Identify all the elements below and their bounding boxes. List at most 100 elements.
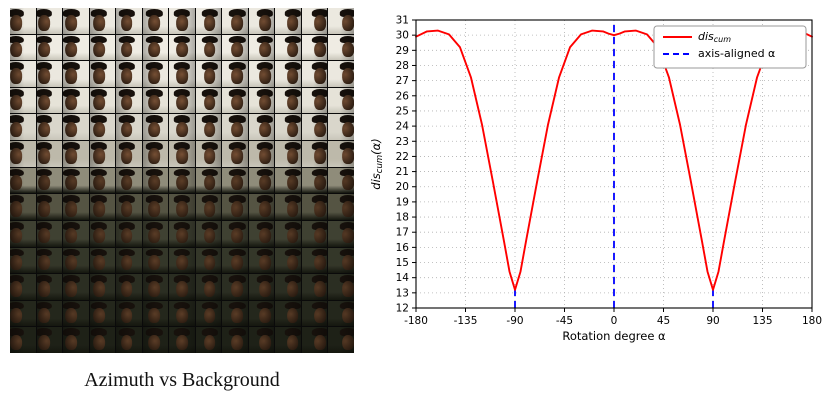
face-cell (195, 8, 222, 34)
hat-shape (284, 115, 301, 124)
face-cell (275, 327, 301, 353)
face-cell (36, 34, 63, 61)
cell-shade (63, 194, 89, 220)
face-cell (301, 141, 328, 167)
hat-shape (63, 35, 80, 44)
hat-shape (118, 35, 135, 44)
face-cell (275, 300, 301, 327)
face-shape (286, 334, 299, 350)
hat-shape (63, 62, 80, 70)
cell-shade (222, 327, 248, 353)
hat-shape (284, 248, 301, 257)
face-cell (301, 34, 328, 61)
cell-shade (328, 87, 354, 114)
face-traversal-grid (10, 8, 354, 353)
face-cell (222, 220, 248, 247)
hat-shape (10, 328, 25, 337)
cell-shade (169, 274, 195, 300)
face-shape (231, 121, 244, 137)
y-tick-label: 19 (396, 196, 409, 208)
face-cell (275, 61, 301, 87)
face-cell (195, 300, 222, 327)
hat-shape (173, 221, 191, 230)
cell-shade (36, 141, 63, 167)
face-shape (341, 254, 354, 271)
face-cell (195, 327, 222, 353)
x-tick-label: -180 (404, 315, 428, 327)
face-shape (148, 201, 161, 217)
hat-shape (10, 221, 25, 230)
y-tick-label: 23 (396, 136, 409, 148)
face-shape (120, 201, 133, 217)
face-cell (328, 167, 354, 194)
face-shape (120, 334, 133, 350)
face-shape (259, 148, 271, 164)
cell-shade (301, 274, 328, 300)
face-shape (65, 281, 78, 297)
hat-shape (36, 301, 52, 310)
face-cell (195, 274, 222, 300)
face-shape (120, 68, 133, 84)
hat-shape (118, 88, 135, 97)
face-cell (222, 114, 248, 141)
x-tick-label: -45 (556, 315, 573, 327)
face-shape (231, 228, 244, 244)
face-cell (195, 87, 222, 114)
face-cell (195, 114, 222, 141)
face-cell (275, 220, 301, 247)
cell-shade (89, 114, 116, 141)
cell-shade (222, 34, 248, 61)
face-cell (10, 8, 36, 34)
cell-shade (36, 194, 63, 220)
cell-shade (275, 327, 301, 353)
cell-shade (36, 300, 63, 327)
cell-shade (10, 194, 36, 220)
cell-shade (142, 247, 169, 274)
face-cell (63, 167, 89, 194)
face-cell (10, 87, 36, 114)
face-shape (176, 41, 188, 58)
x-tick-label: -135 (454, 315, 478, 327)
hat-shape (10, 115, 25, 124)
cell-shade (222, 87, 248, 114)
hat-shape (201, 142, 218, 150)
hat-shape (229, 35, 246, 44)
hat-shape (312, 62, 328, 70)
face-cell (63, 8, 89, 34)
hat-shape (90, 195, 108, 203)
face-shape (259, 68, 271, 84)
face-cell (89, 114, 116, 141)
cell-shade (10, 114, 36, 141)
cell-shade (142, 220, 169, 247)
face-cell (36, 274, 63, 300)
cell-shade (169, 194, 195, 220)
face-cell (275, 8, 301, 34)
hat-shape (63, 328, 80, 337)
hat-shape (36, 62, 52, 70)
face-shape (341, 41, 354, 58)
hat-shape (118, 9, 135, 17)
face-cell (116, 8, 142, 34)
hat-shape (284, 9, 301, 17)
face-shape (314, 174, 327, 191)
face-cell (63, 247, 89, 274)
cell-shade (248, 114, 275, 141)
hat-shape (10, 142, 25, 150)
face-shape (286, 68, 299, 84)
face-cell (248, 114, 275, 141)
hat-shape (146, 248, 163, 257)
y-tick-label: 27 (396, 75, 409, 87)
hat-shape (284, 328, 301, 337)
hat-shape (146, 328, 163, 337)
face-shape (65, 148, 78, 164)
face-cell (169, 114, 195, 141)
cell-shade (142, 327, 169, 353)
cell-shade (63, 61, 89, 87)
face-cell (195, 34, 222, 61)
face-shape (120, 174, 133, 191)
cell-shade (142, 61, 169, 87)
face-cell (222, 247, 248, 274)
cell-shade (301, 61, 328, 87)
cell-shade (248, 194, 275, 220)
hat-shape (312, 328, 328, 337)
